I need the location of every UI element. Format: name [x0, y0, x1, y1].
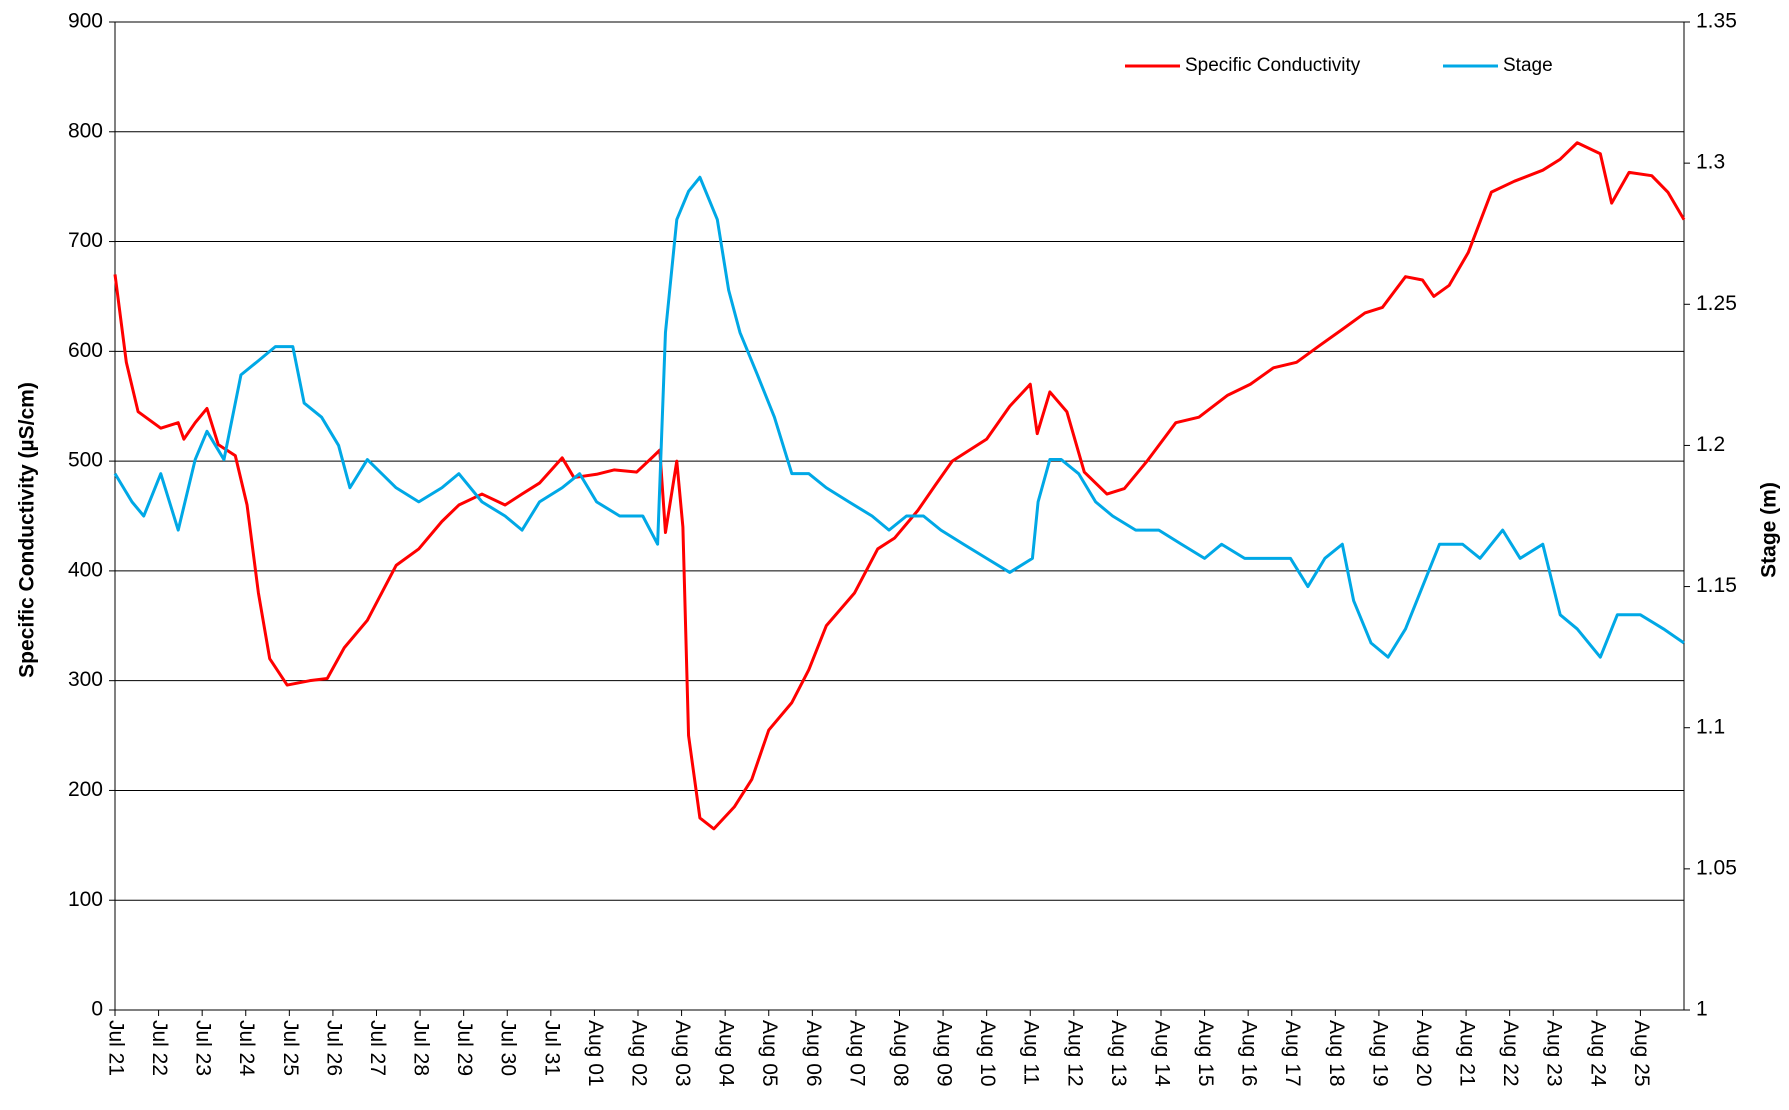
- x-tick-label: Jul 30: [497, 1020, 520, 1076]
- x-tick-label: Aug 19: [1368, 1020, 1391, 1087]
- x-tick-label: Aug 15: [1194, 1020, 1217, 1087]
- x-tick-label: Jul 25: [279, 1020, 302, 1076]
- x-tick-label: Jul 29: [453, 1020, 476, 1076]
- y-tick-label: 800: [68, 119, 103, 142]
- y-tick-label: 0: [91, 998, 103, 1021]
- x-tick-label: Aug 14: [1150, 1020, 1173, 1087]
- x-tick-label: Aug 13: [1107, 1020, 1130, 1087]
- y2-tick-label: 1.2: [1696, 433, 1725, 456]
- y2-tick-label: 1.1: [1696, 715, 1725, 738]
- x-tick-label: Aug 25: [1630, 1020, 1653, 1087]
- y2-tick-label: 1.3: [1696, 151, 1725, 174]
- x-tick-label: Jul 31: [540, 1020, 563, 1076]
- y2-tick-label: 1.15: [1696, 574, 1737, 597]
- y-tick-label: 400: [68, 558, 103, 581]
- x-tick-label: Jul 21: [104, 1020, 127, 1076]
- x-tick-label: Jul 24: [235, 1020, 258, 1076]
- x-tick-label: Aug 21: [1456, 1020, 1479, 1087]
- y2-axis-title: Stage (m): [1758, 482, 1781, 578]
- series-line: [113, 141, 1686, 831]
- x-tick-label: Aug 02: [627, 1020, 650, 1087]
- x-tick-label: Aug 22: [1499, 1020, 1522, 1087]
- x-tick-label: Aug 05: [758, 1020, 781, 1087]
- y2-tick-label: 1.35: [1696, 10, 1737, 33]
- y-tick-label: 100: [68, 888, 103, 911]
- x-tick-label: Aug 09: [933, 1020, 956, 1087]
- x-tick-label: Aug 23: [1543, 1020, 1566, 1087]
- x-tick-label: Aug 17: [1281, 1020, 1304, 1087]
- x-tick-label: Aug 06: [802, 1020, 825, 1087]
- x-tick-label: Aug 12: [1063, 1020, 1086, 1087]
- x-tick-label: Jul 22: [148, 1020, 171, 1076]
- y-tick-label: 200: [68, 778, 103, 801]
- series-line: [113, 175, 1685, 659]
- y-tick-label: 500: [68, 449, 103, 472]
- y-tick-label: 700: [68, 229, 103, 252]
- x-tick-label: Aug 24: [1586, 1020, 1609, 1087]
- y-axis-title: Specific Conductivity (µS/cm): [16, 382, 39, 678]
- x-tick-label: Aug 01: [584, 1020, 607, 1087]
- x-tick-label: Jul 28: [410, 1020, 433, 1076]
- plot-frame: [114, 21, 1685, 1011]
- x-tick-label: Aug 16: [1238, 1020, 1261, 1087]
- x-tick-label: Aug 07: [845, 1020, 868, 1087]
- x-tick-label: Aug 20: [1412, 1020, 1435, 1087]
- x-tick-label: Aug 03: [671, 1020, 694, 1087]
- y-tick-label: 900: [68, 10, 103, 33]
- y-tick-label: 600: [68, 339, 103, 362]
- x-tick-label: Aug 18: [1325, 1020, 1348, 1087]
- y2-tick-label: 1.25: [1696, 292, 1737, 315]
- x-tick-label: Aug 04: [715, 1020, 738, 1087]
- x-tick-label: Jul 27: [366, 1020, 389, 1076]
- x-tick-label: Jul 26: [322, 1020, 345, 1076]
- legend-label: Stage: [1503, 55, 1553, 76]
- x-tick-label: Aug 08: [889, 1020, 912, 1087]
- y2-tick-label: 1: [1696, 998, 1708, 1021]
- x-tick-label: Aug 11: [1020, 1020, 1043, 1085]
- y-tick-label: 300: [68, 668, 103, 691]
- x-tick-label: Aug 10: [976, 1020, 999, 1087]
- legend-label: Specific Conductivity: [1185, 55, 1361, 76]
- x-tick-label: Jul 23: [192, 1020, 215, 1076]
- y2-tick-label: 1.05: [1696, 856, 1737, 879]
